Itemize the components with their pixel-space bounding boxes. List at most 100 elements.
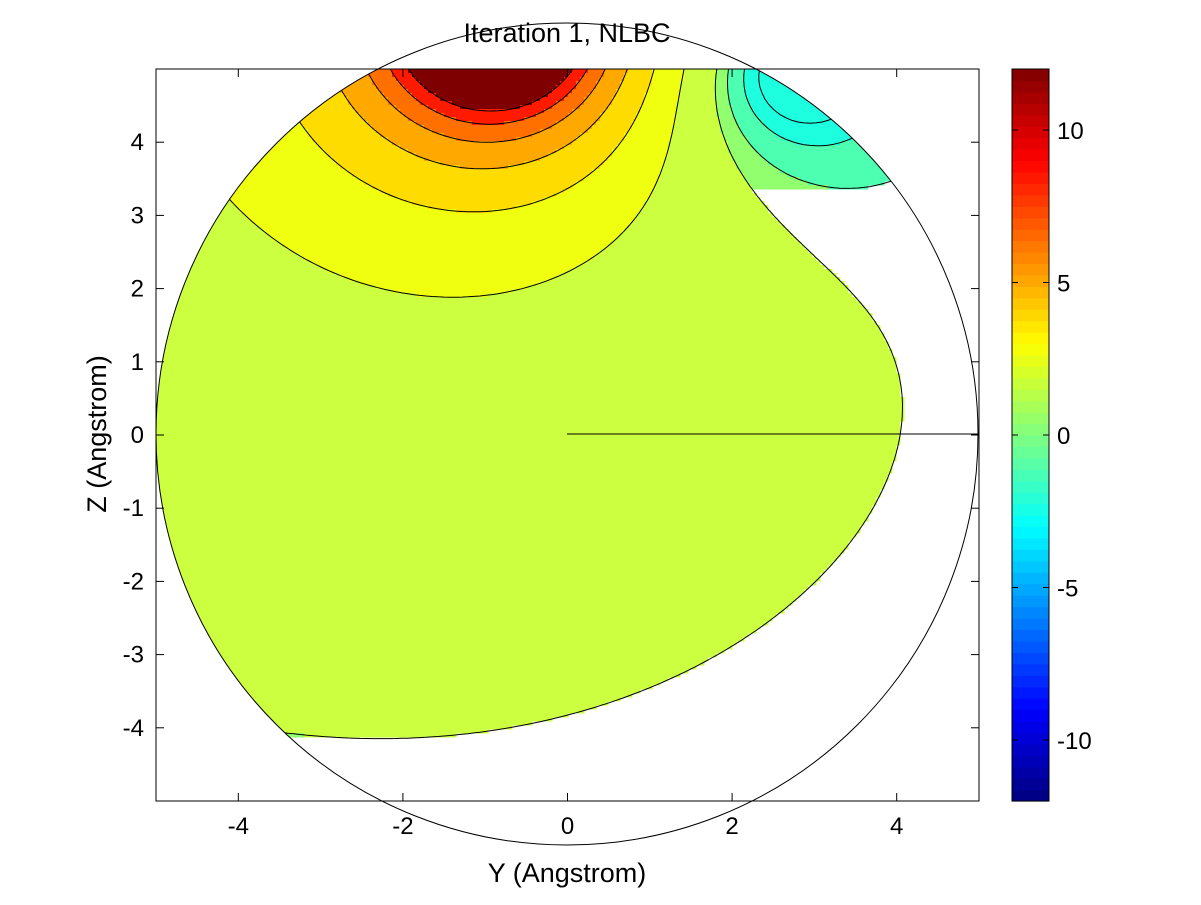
colorbar-step [1012, 171, 1049, 184]
contour-cell [324, 149, 409, 154]
colorbar-step [1012, 469, 1049, 482]
colorbar-step [1012, 252, 1049, 265]
colorbar-step [1012, 320, 1049, 333]
colorbar-tick-label: -10 [1057, 728, 1092, 755]
contour-cell [588, 173, 661, 178]
colorbar-step [1012, 91, 1049, 104]
contour-cell [612, 101, 645, 106]
contour-cell [156, 701, 609, 706]
contour-cell [384, 93, 413, 98]
y-tick-label: 0 [131, 422, 144, 449]
contour-cell [156, 253, 301, 258]
contour-cell [512, 289, 849, 294]
contour-cell [624, 137, 673, 142]
contour-cell [736, 161, 769, 166]
contour-cell [156, 585, 809, 590]
contour-cell [156, 697, 621, 702]
y-tick-label: -4 [123, 715, 144, 742]
contour-cell [156, 689, 641, 694]
contour-cell [620, 85, 649, 90]
contour-cell [156, 289, 393, 294]
y-tick-label: -3 [123, 642, 144, 669]
contour-cell [524, 161, 605, 166]
contour-cell [392, 69, 409, 74]
contour-cell [552, 105, 581, 110]
contour-cell [668, 141, 729, 146]
contour-cell [160, 705, 597, 710]
contour-cell [544, 109, 573, 114]
contour-cell [748, 141, 797, 146]
contour-cell [156, 493, 881, 498]
contour-cell [156, 273, 341, 278]
contour-cell [728, 77, 745, 82]
contour-cell [636, 117, 677, 122]
contour-cell [284, 245, 609, 250]
contour-cell [564, 97, 585, 102]
contour-line [407, 68, 574, 112]
contour-cell [592, 169, 661, 174]
colorbar-step [1012, 343, 1049, 356]
contour-cell [472, 121, 505, 126]
contour-cell [760, 153, 937, 158]
contour-cell [156, 269, 329, 274]
contour-cell [620, 233, 793, 238]
contour-cell [156, 337, 885, 342]
contour-cell [660, 177, 745, 182]
contour-cell [420, 101, 453, 106]
contour-cell [744, 177, 801, 182]
contour-cell [604, 73, 625, 78]
contour-cell [664, 165, 737, 170]
contour-cell [292, 105, 353, 110]
contour-cell [636, 113, 677, 118]
contour-cell [456, 209, 493, 214]
contour-cell [424, 125, 553, 130]
contour-cell [540, 97, 565, 102]
contour-cell [156, 401, 905, 406]
contour-cell [624, 133, 673, 138]
contour-cell [156, 441, 901, 446]
contour-cell [732, 105, 753, 110]
contour-cell [428, 105, 461, 110]
contour-cell [380, 189, 565, 194]
contour-cell [156, 453, 897, 458]
contour-cell [548, 153, 613, 158]
contour-cell [716, 73, 729, 78]
contour-cell [604, 69, 629, 74]
colorbar-step [1012, 595, 1049, 608]
contour-cell [580, 105, 609, 110]
contour-cell [676, 113, 717, 118]
contour-cell [504, 121, 557, 126]
contour-cell [564, 77, 581, 82]
contour-cell [304, 125, 373, 130]
contour-cell [420, 81, 561, 86]
contour-cell [340, 89, 381, 94]
contour-cell [680, 81, 717, 86]
contour-cell [156, 649, 725, 654]
contour-cell [356, 109, 401, 114]
contour-cell [156, 685, 653, 690]
contour-cell [312, 137, 389, 142]
contour-cell [568, 73, 585, 78]
contour-cell [156, 237, 273, 242]
colorbar-step [1012, 297, 1049, 310]
contour-cell [308, 133, 381, 138]
colorbar-tick-label: 10 [1057, 118, 1084, 145]
contour-cell [764, 121, 873, 126]
contour-cell [156, 229, 265, 234]
contour-cell [668, 153, 733, 158]
contour-cell [156, 629, 757, 634]
colorbar-step [1012, 720, 1049, 733]
contour-cell [680, 85, 717, 90]
contour-cell [728, 101, 749, 106]
contour-cell [156, 469, 893, 474]
y-tick-label: 3 [131, 202, 144, 229]
contour-cell [612, 241, 801, 246]
colorbar-step [1012, 160, 1049, 173]
contour-cell [652, 69, 685, 74]
contour-cell [320, 145, 401, 150]
contour-cell [664, 161, 737, 166]
contour-cell [156, 465, 893, 470]
contour-cell [392, 73, 413, 78]
contour-cell [720, 121, 737, 126]
colorbar-step [1012, 618, 1049, 631]
